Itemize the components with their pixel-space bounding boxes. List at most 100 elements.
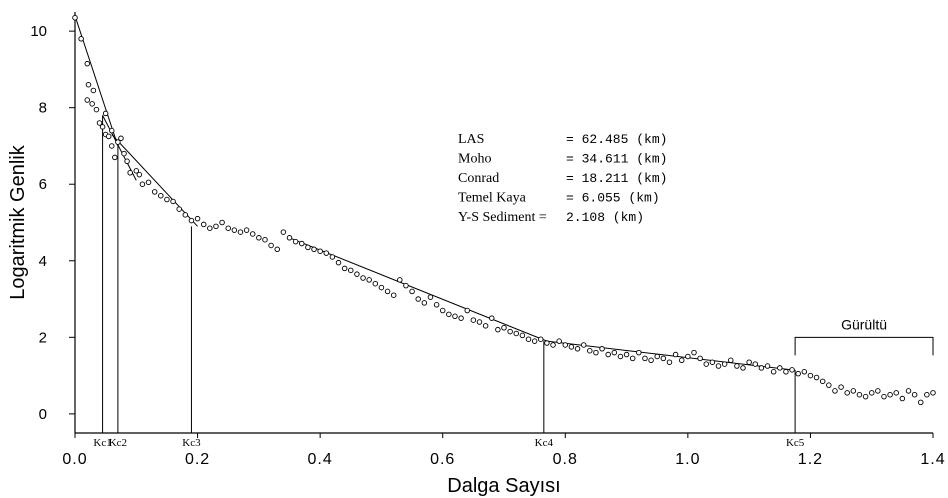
legend-name: Conrad	[458, 171, 499, 186]
data-point	[151, 189, 158, 195]
data-point	[642, 355, 648, 362]
data-point	[685, 353, 691, 360]
legend-name: Moho	[458, 152, 491, 167]
data-point	[280, 229, 287, 235]
fit-line	[74, 15, 119, 147]
data-point	[924, 391, 930, 398]
noise-bracket: Gürültü	[794, 316, 934, 356]
data-point	[90, 87, 97, 94]
y-tick-label: 2	[39, 329, 47, 346]
data-point	[844, 390, 850, 396]
data-point	[112, 154, 118, 161]
legend-value: 2.108 (km)	[566, 210, 644, 225]
fit-line	[111, 134, 198, 227]
data-point	[715, 363, 722, 369]
cutoff-label: Kc5	[786, 437, 805, 449]
data-point	[862, 393, 869, 400]
noise-bracket-line	[794, 336, 934, 356]
data-point	[654, 353, 660, 360]
data-point	[118, 135, 124, 142]
data-point	[783, 369, 789, 375]
data-point	[124, 158, 130, 165]
data-point	[709, 359, 716, 365]
data-point	[728, 357, 734, 364]
data-point	[262, 236, 268, 243]
data-point	[623, 351, 630, 358]
data-point	[777, 365, 783, 371]
noise-label: Gürültü	[841, 316, 887, 332]
legend-value: = 34.611 (km)	[566, 152, 667, 167]
data-point	[617, 353, 624, 360]
data-point	[170, 198, 176, 205]
data-point	[832, 388, 838, 394]
data-point	[464, 307, 470, 314]
data-point	[770, 369, 777, 375]
data-point	[580, 342, 587, 348]
cutoff-label: Kc2	[109, 437, 127, 449]
x-tick-label: 0.6	[430, 451, 455, 468]
data-point	[458, 315, 464, 321]
data-point	[427, 294, 434, 300]
data-point	[917, 399, 924, 406]
data-point	[795, 370, 801, 377]
y-tick-label: 4	[39, 253, 47, 270]
axes: 0 2 4 6 8 10 0.0 0.2 0.4 0.6 0.8 1.0 1.2 1.4	[30, 12, 945, 468]
x-tick-label: 0.0	[62, 451, 87, 468]
data-point	[544, 340, 550, 346]
data-point	[482, 323, 489, 329]
data-point	[72, 14, 78, 21]
data-point	[237, 229, 244, 235]
data-point	[354, 271, 360, 277]
data-point	[403, 282, 409, 289]
data-points	[72, 14, 936, 406]
data-point	[421, 300, 428, 306]
data-point	[102, 110, 109, 117]
data-point	[96, 120, 103, 126]
data-point	[145, 179, 152, 186]
data-point	[574, 346, 581, 352]
data-point	[819, 378, 826, 385]
data-point	[158, 192, 164, 199]
data-point	[133, 168, 140, 174]
data-point	[599, 346, 605, 352]
data-point	[740, 365, 746, 371]
y-tick-label: 8	[39, 100, 47, 117]
cutoff-label: Kc4	[535, 437, 554, 449]
data-point	[513, 330, 520, 337]
data-point	[660, 355, 667, 362]
data-point	[274, 246, 280, 253]
data-point	[691, 349, 697, 356]
data-point	[207, 225, 213, 231]
data-point	[78, 36, 84, 42]
data-point	[807, 372, 814, 379]
data-point	[911, 391, 918, 398]
data-point	[868, 390, 875, 396]
data-point	[476, 319, 483, 325]
data-point	[182, 212, 189, 218]
data-point	[292, 238, 299, 245]
data-point	[121, 150, 127, 157]
data-point	[568, 344, 575, 350]
data-point	[538, 336, 544, 342]
data-point	[562, 342, 569, 348]
data-point	[225, 225, 231, 231]
legend-name: Y-S Sediment =	[458, 210, 547, 225]
data-point	[678, 357, 685, 364]
data-point	[587, 347, 593, 354]
data-point	[360, 275, 366, 281]
y-tick-label: 0	[39, 406, 47, 423]
data-point	[109, 127, 115, 134]
data-point	[433, 302, 440, 308]
data-point	[329, 254, 336, 260]
data-point	[850, 388, 857, 394]
data-point	[758, 365, 765, 371]
data-point	[672, 351, 679, 358]
data-point	[109, 143, 115, 149]
data-point	[593, 349, 599, 356]
data-point	[648, 357, 654, 364]
data-point	[305, 244, 311, 251]
data-point	[789, 367, 795, 373]
data-point	[219, 219, 225, 226]
